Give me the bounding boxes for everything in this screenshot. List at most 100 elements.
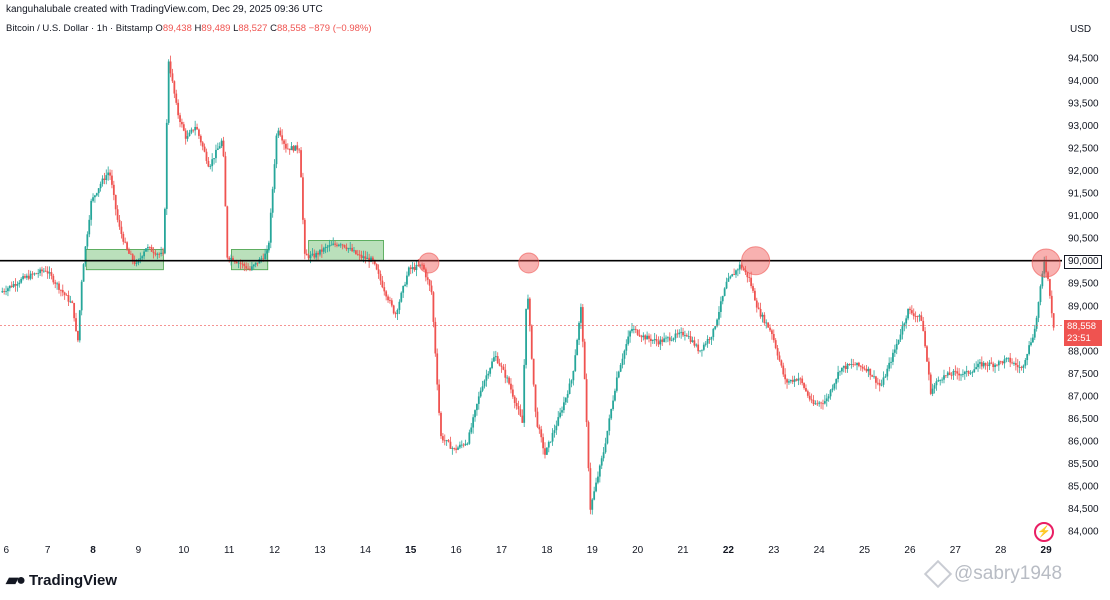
candle-body	[963, 371, 966, 375]
candle-body	[621, 358, 624, 365]
price-tick-label: 85,000	[1068, 481, 1099, 492]
candle-body	[960, 374, 962, 376]
lightning-icon[interactable]: ⚡	[1034, 522, 1054, 542]
candle-body	[18, 282, 21, 285]
candle-body	[684, 335, 686, 336]
candle-body	[948, 372, 951, 375]
candle-body	[1047, 272, 1049, 280]
candle-body	[1018, 366, 1021, 368]
candle-body	[649, 338, 652, 341]
candle-body	[627, 336, 630, 345]
candle-body	[1035, 317, 1038, 329]
candle-body	[120, 226, 123, 234]
candle-body	[184, 130, 187, 139]
candle-body	[540, 429, 543, 438]
candle-body	[455, 448, 458, 450]
candle-body	[109, 172, 111, 176]
candle-body	[965, 370, 968, 372]
candle-body	[564, 397, 567, 403]
candle-body	[198, 129, 200, 136]
candle-body	[309, 254, 312, 259]
date-tick-label: 27	[950, 545, 962, 556]
candle-body	[3, 291, 6, 292]
candle-body	[86, 234, 89, 247]
candle-body	[674, 333, 677, 339]
candle-body	[84, 246, 87, 265]
candle-body	[171, 73, 174, 82]
candle-body	[553, 430, 556, 433]
candle-body	[288, 148, 291, 151]
candle-body	[462, 444, 465, 446]
candle-body	[926, 346, 928, 362]
candle-body	[196, 126, 198, 130]
candle-body	[1052, 313, 1055, 328]
candle-body	[581, 307, 584, 342]
touch-marker	[518, 252, 540, 274]
candle-body	[561, 410, 563, 413]
candle-body	[557, 417, 560, 426]
candle-body	[279, 130, 282, 136]
candle-body	[914, 316, 917, 317]
candle-body	[922, 320, 925, 332]
candle-body	[476, 403, 478, 411]
candle-body	[90, 200, 93, 220]
candle-body	[419, 264, 422, 266]
candle-body	[216, 148, 219, 150]
candle-body	[888, 362, 891, 369]
candle-body	[94, 195, 96, 198]
candle-body	[307, 255, 310, 259]
candle-body	[789, 379, 792, 382]
candle-body	[366, 257, 369, 259]
candle-body	[226, 206, 229, 258]
price-tick-label: 94,500	[1068, 54, 1099, 65]
candle-body	[933, 385, 936, 389]
candle-body	[803, 383, 805, 389]
candle-body	[268, 242, 270, 251]
price-tick-label: 86,500	[1068, 414, 1099, 425]
date-tick-label: 15	[405, 545, 417, 556]
candle-body	[614, 390, 616, 401]
candle-body	[320, 249, 323, 252]
candle-body	[952, 370, 955, 376]
candle-body	[1033, 328, 1036, 338]
logo-text: TradingView	[28, 571, 118, 589]
candle-body	[273, 164, 276, 190]
candle-body	[990, 362, 993, 364]
candle-body	[71, 301, 74, 303]
candle-body	[415, 264, 418, 271]
candle-body	[245, 266, 248, 269]
candle-body	[368, 257, 371, 262]
date-tick-label: 6	[3, 545, 9, 556]
candle-body	[114, 195, 117, 210]
candle-body	[54, 282, 57, 284]
candle-body	[381, 280, 384, 288]
candle-body	[82, 264, 85, 282]
candle-body	[973, 369, 976, 373]
date-tick-label: 19	[587, 545, 599, 556]
candle-body	[918, 315, 921, 317]
candle-body	[513, 396, 516, 403]
candle-body	[899, 334, 902, 340]
candle-body	[319, 249, 321, 255]
candle-body	[285, 143, 287, 149]
candle-body	[351, 247, 354, 252]
tv-logo-icon: ▰●	[6, 572, 26, 589]
date-tick-label: 22	[723, 545, 735, 556]
close-label: C	[270, 23, 277, 34]
candle-body	[863, 368, 866, 370]
candle-body	[474, 410, 476, 418]
candle-body	[848, 364, 851, 365]
candle-body	[563, 402, 565, 411]
candle-body	[519, 409, 522, 416]
candle-body	[753, 290, 756, 301]
candle-body	[20, 278, 23, 283]
candle-body	[150, 247, 153, 252]
candle-body	[1030, 342, 1032, 346]
candle-body	[528, 298, 531, 326]
candle-body	[260, 258, 263, 260]
candle-body	[487, 373, 490, 376]
candle-body	[1014, 362, 1017, 366]
candle-body	[944, 375, 947, 377]
symbol-name: Bitcoin / U.S. Dollar · 1h · Bitstamp	[6, 23, 153, 34]
